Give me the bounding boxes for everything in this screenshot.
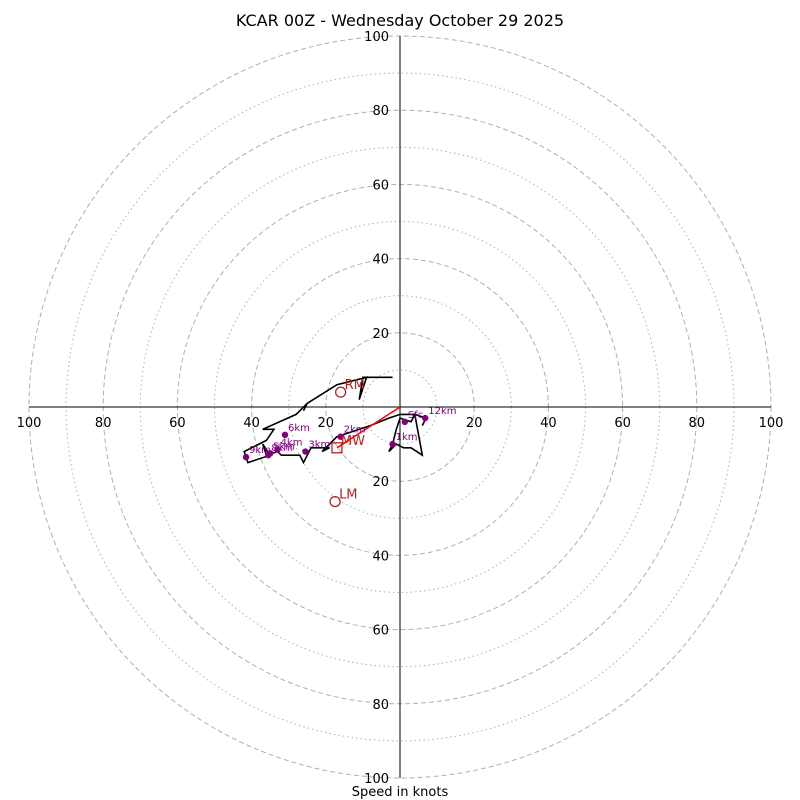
storm-motion-vector — [336, 406, 401, 449]
hodograph-line — [243, 376, 428, 465]
storm-label-MW: MW — [341, 434, 365, 449]
y-tick-bottom-20: 20 — [372, 475, 389, 490]
x-axis-label: Speed in knots — [352, 785, 449, 800]
hodograph-trace — [243, 376, 428, 465]
storm-marker-MW — [331, 442, 343, 454]
y-tick-bottom-100: 100 — [364, 772, 389, 787]
height-marker-9km — [242, 453, 250, 461]
height-marker-3km — [302, 448, 309, 455]
y-tick-bottom-40: 40 — [372, 549, 389, 564]
x-tick-right-100: 100 — [759, 416, 784, 431]
y-tick-top-80: 80 — [372, 104, 389, 119]
storm-label-RM: RM — [345, 378, 365, 393]
height-label-2km: 2km — [344, 425, 366, 436]
height-label-1km: 1km — [396, 432, 418, 443]
storm-marker-RM — [334, 386, 347, 398]
x-tick-right-20: 20 — [466, 416, 483, 431]
x-tick-left-40: 40 — [243, 416, 260, 431]
x-tick-right-40: 40 — [540, 416, 557, 431]
height-marker-12km — [422, 414, 429, 422]
height-label-Sfc: Sfc — [408, 410, 423, 421]
height-marker-2km — [337, 433, 344, 440]
height-marker-4km — [274, 446, 281, 453]
height-marker-6km — [281, 431, 289, 439]
height-marker-8km — [265, 452, 272, 459]
y-tick-bottom-60: 60 — [372, 624, 389, 639]
storm-label-LM: LM — [339, 488, 357, 503]
height-label-5km: 5km — [273, 441, 295, 452]
storm-marker-LM — [329, 495, 341, 508]
storm-motion-markers: RM MW LM — [329, 378, 365, 508]
y-tick-top-20: 20 — [372, 327, 389, 342]
y-tick-bottom-80: 80 — [372, 698, 389, 713]
x-tick-left-60: 60 — [169, 416, 186, 431]
height-label-3km: 3km — [308, 440, 330, 451]
height-label-8km: 8km — [271, 443, 293, 454]
x-tick-left-80: 80 — [95, 416, 112, 431]
y-tick-top-60: 60 — [372, 178, 389, 193]
tick-labels: 100 80 60 40 20 20 40 60 80 100 100 80 60 40 20 20 40 60 8… — [17, 30, 784, 787]
height-label-4km: 4km — [281, 438, 303, 449]
x-tick-right-80: 80 — [689, 416, 706, 431]
x-tick-left-100: 100 — [17, 416, 42, 431]
x-tick-right-60: 60 — [614, 416, 631, 431]
x-tick-left-20: 20 — [318, 416, 335, 431]
y-tick-top-100: 100 — [364, 30, 389, 45]
chart-title: KCAR 00Z - Wednesday October 29 2025 — [236, 11, 564, 30]
height-marker-1km — [389, 440, 396, 448]
storm-motion-line — [336, 406, 401, 449]
height-marker-Sfc — [401, 418, 409, 426]
height-label-12km: 12km — [428, 406, 456, 417]
height-label-6km: 6km — [288, 423, 310, 434]
y-tick-top-40: 40 — [372, 253, 389, 268]
height-label-9km: 9km — [249, 445, 271, 456]
